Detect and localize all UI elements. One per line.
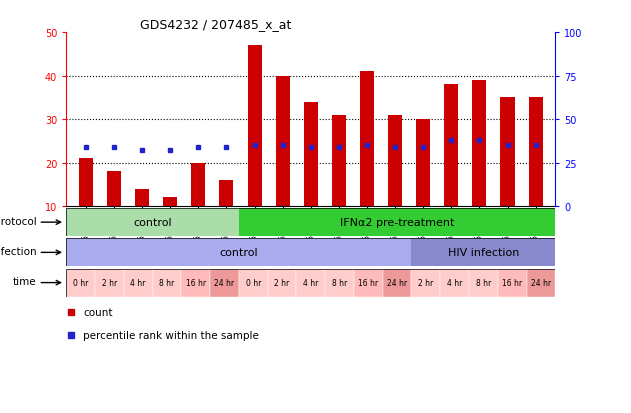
Text: IFNα2 pre-treatment: IFNα2 pre-treatment bbox=[340, 218, 454, 228]
Bar bbox=[440, 269, 469, 297]
Bar bbox=[210, 269, 239, 297]
Text: 4 hr: 4 hr bbox=[303, 278, 319, 287]
Text: 16 hr: 16 hr bbox=[186, 278, 206, 287]
Bar bbox=[529, 98, 543, 206]
Text: infection: infection bbox=[0, 247, 37, 256]
Text: control: control bbox=[220, 248, 258, 258]
Text: count: count bbox=[83, 307, 113, 318]
Text: HIV infection: HIV infection bbox=[447, 248, 519, 258]
Bar bbox=[66, 269, 95, 297]
Text: 4 hr: 4 hr bbox=[131, 278, 146, 287]
Text: percentile rank within the sample: percentile rank within the sample bbox=[83, 330, 259, 340]
Bar bbox=[411, 269, 440, 297]
Bar bbox=[239, 209, 555, 237]
Bar bbox=[360, 72, 374, 206]
Text: 24 hr: 24 hr bbox=[215, 278, 235, 287]
Bar bbox=[276, 76, 290, 206]
Bar bbox=[382, 269, 411, 297]
Bar bbox=[153, 269, 181, 297]
Bar bbox=[526, 269, 555, 297]
Text: time: time bbox=[13, 277, 37, 287]
Bar bbox=[498, 269, 526, 297]
Text: 0 hr: 0 hr bbox=[245, 278, 261, 287]
Bar bbox=[325, 269, 354, 297]
Bar bbox=[304, 102, 318, 206]
Text: control: control bbox=[133, 218, 172, 228]
Bar bbox=[416, 120, 430, 206]
Bar bbox=[469, 269, 498, 297]
Bar bbox=[411, 239, 555, 267]
Text: 16 hr: 16 hr bbox=[502, 278, 522, 287]
Bar bbox=[388, 115, 402, 206]
Text: 0 hr: 0 hr bbox=[73, 278, 88, 287]
Text: 24 hr: 24 hr bbox=[531, 278, 551, 287]
Bar bbox=[163, 198, 177, 206]
Bar bbox=[268, 269, 297, 297]
Text: 8 hr: 8 hr bbox=[332, 278, 347, 287]
Bar bbox=[66, 209, 239, 237]
Bar bbox=[135, 189, 149, 206]
Text: 8 hr: 8 hr bbox=[159, 278, 175, 287]
Text: 2 hr: 2 hr bbox=[418, 278, 433, 287]
Bar bbox=[66, 239, 411, 267]
Bar bbox=[124, 269, 153, 297]
Text: 16 hr: 16 hr bbox=[358, 278, 379, 287]
Bar bbox=[444, 85, 458, 206]
Bar bbox=[79, 159, 93, 206]
Bar bbox=[239, 269, 268, 297]
Text: 2 hr: 2 hr bbox=[102, 278, 117, 287]
Text: 24 hr: 24 hr bbox=[387, 278, 407, 287]
Bar bbox=[191, 163, 205, 206]
Text: 8 hr: 8 hr bbox=[476, 278, 491, 287]
Bar bbox=[473, 81, 487, 206]
Text: 2 hr: 2 hr bbox=[274, 278, 290, 287]
Text: protocol: protocol bbox=[0, 216, 37, 226]
Bar bbox=[107, 172, 121, 206]
Bar bbox=[247, 46, 262, 206]
Bar bbox=[181, 269, 210, 297]
Bar bbox=[297, 269, 325, 297]
Bar bbox=[95, 269, 124, 297]
Text: GDS4232 / 207485_x_at: GDS4232 / 207485_x_at bbox=[139, 17, 291, 31]
Bar bbox=[500, 98, 514, 206]
Text: 4 hr: 4 hr bbox=[447, 278, 463, 287]
Bar bbox=[220, 180, 233, 206]
Bar bbox=[332, 115, 346, 206]
Bar bbox=[354, 269, 382, 297]
